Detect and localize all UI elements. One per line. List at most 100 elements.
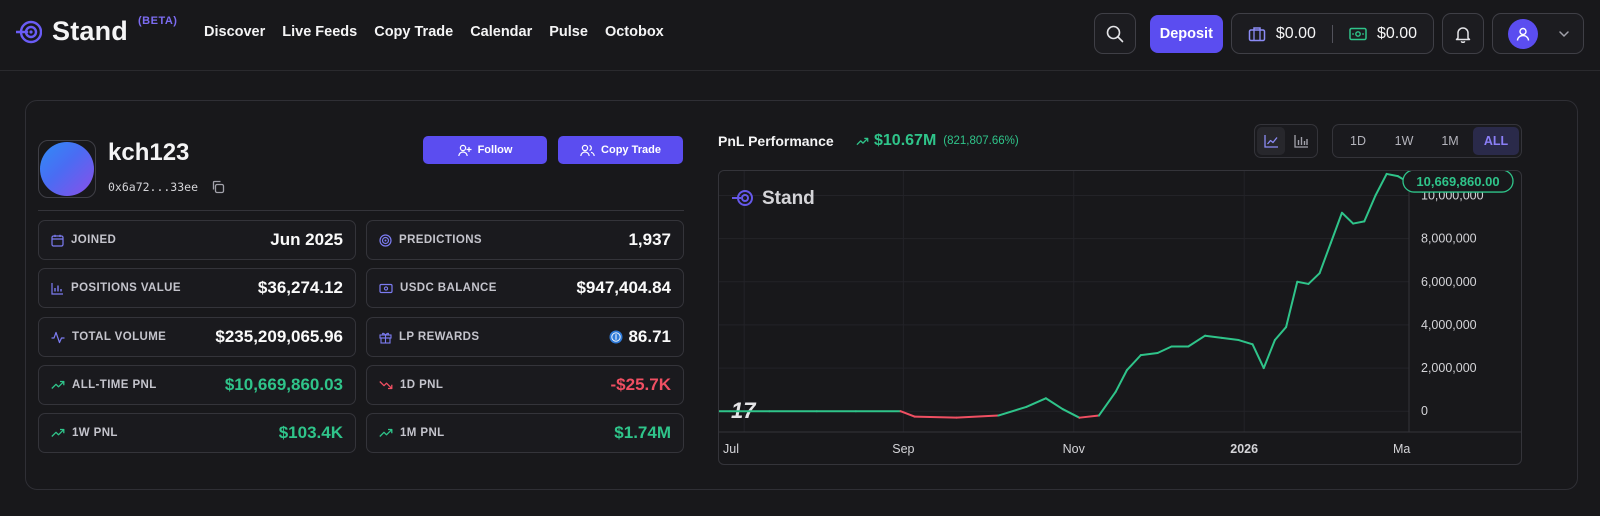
stat-lp-label: LP REWARDS [379,331,479,344]
pnl-series-line [1061,408,1081,419]
search-icon [1106,25,1124,42]
lp-rewards-value-wrap: 86.71 [609,327,671,347]
pnl-series-line [1237,339,1254,346]
pnl-chart[interactable]: 0 2,000,000 4,000,000 6,000,000 8,000,000 10,… [718,170,1522,465]
main-nav: Discover Live Feeds Copy Trade Calendar … [204,24,681,40]
top-navbar: Stand (BETA) Discover Live Feeds Copy Tr… [0,0,1600,71]
stat-predictions-label: PREDICTIONS [379,233,482,247]
pnl-series-line [1025,397,1047,408]
brand-logo[interactable]: Stand [16,16,128,47]
gift-icon [379,332,392,344]
usdc-coin-icon [609,330,623,344]
y-tick-label: 8,000,000 [1421,232,1477,246]
follow-label: Follow [477,144,513,156]
pnl-series-line [1262,339,1276,370]
pnl-series-line [1385,172,1399,178]
profile-card: kch123 0x6a72...33ee Follow Copy Trade J… [25,100,1578,490]
stat-alltime-label: ALL-TIME PNL [51,379,157,391]
balance-divider [1331,24,1333,43]
avatar-gradient [40,142,94,196]
volume-label-text: TOTAL VOLUME [72,331,167,343]
range-1w-button[interactable]: 1W [1394,134,1414,148]
account-menu-button[interactable] [1492,13,1584,54]
pnl-series-line [899,410,916,418]
line-chart-button[interactable] [1257,127,1285,155]
pnl-series-line [1114,369,1128,393]
pnl-series-line [1307,272,1321,285]
bell-icon [1455,26,1471,43]
pnl-series-line [1352,220,1366,225]
pnl-series-line [1363,194,1377,223]
nav-actions: Deposit $0.00 $0.00 [1093,13,1584,54]
pnl-summary: $10.67M (821,807.66%) [856,132,1019,150]
nav-octobox[interactable]: Octobox [604,24,664,40]
cash-icon [379,283,393,293]
joined-label-text: JOINED [71,234,117,246]
balances-widget[interactable]: $0.00 $0.00 [1230,13,1434,54]
usdc-label-text: USDC BALANCE [400,282,497,294]
x-tick-label: Jul [723,442,739,456]
pnl-series-line [1251,343,1265,370]
stat-all-time-pnl: ALL-TIME PNL $10,669,860.03 [38,365,356,405]
profile-username: kch123 [108,139,190,166]
copy-trade-button[interactable]: Copy Trade [558,136,683,164]
pnl-percent: (821,807.66%) [943,135,1019,147]
last-value-label: 10,669,860.00 [1416,174,1499,189]
nav-live-feeds[interactable]: Live Feeds [282,24,358,40]
pnl-series-line [1078,414,1100,419]
nav-discover[interactable]: Discover [204,24,266,40]
notifications-button[interactable] [1442,13,1484,54]
y-tick-label: 4,000,000 [1421,318,1477,332]
range-1m-button[interactable]: 1M [1441,134,1459,148]
pnl-1w-label-text: 1W PNL [72,427,118,439]
stat-1m-pnl: 1M PNL $1.74M [366,413,684,453]
portfolio-balance: $0.00 [1248,25,1316,43]
portfolio-balance-value: $0.00 [1275,24,1316,42]
follow-button[interactable]: Follow [423,136,547,164]
lp-label-text: LP REWARDS [399,331,480,343]
stat-predictions: PREDICTIONS 1,937 [366,220,684,260]
range-all-button[interactable]: ALL [1473,127,1519,155]
deposit-button[interactable]: Deposit [1149,14,1223,53]
trending-up-icon [51,380,65,389]
trending-up-icon [51,428,65,437]
pnl-1m-value: $1.74M [614,423,671,442]
activity-icon [51,331,65,343]
last-value-badge [1402,171,1514,193]
chart-type-toggle [1254,124,1318,158]
profile-avatar [38,140,96,198]
range-1d-button[interactable]: 1D [1350,134,1366,148]
pnl-series-line [997,405,1028,417]
stat-total-volume: TOTAL VOLUME $235,209,065.96 [38,317,356,357]
search-button[interactable] [1093,13,1136,54]
stat-joined: JOINED Jun 2025 [38,220,356,260]
cash-balance: $0.00 [1349,25,1417,43]
pnl-series-line [1340,211,1355,225]
pnl-series-line [1204,334,1223,339]
bar-chart-button[interactable] [1287,127,1315,155]
wallet-address: 0x6a72...33ee [108,180,199,194]
all-time-pnl-value: $10,669,860.03 [224,375,343,394]
x-tick-label: 2026 [1230,442,1258,456]
beta-badge: (BETA) [138,15,178,27]
nav-copy-trade[interactable]: Copy Trade [374,24,454,40]
stat-joined-label: JOINED [51,234,116,247]
pnl-series-line [1273,326,1288,342]
nav-calendar[interactable]: Calendar [470,24,533,40]
target-icon [379,233,392,247]
y-tick-label: 6,000,000 [1421,275,1477,289]
copy-icon[interactable] [211,180,225,194]
stat-usdc-label: USDC BALANCE [379,282,497,294]
time-range-toggle: 1D 1W 1M ALL [1332,124,1522,158]
predictions-label-text: PREDICTIONS [399,234,482,246]
pnl-series-line [1156,345,1173,354]
nav-pulse[interactable]: Pulse [549,24,588,40]
pnl-title: PnL Performance [718,133,834,149]
avatar [1508,18,1538,49]
cash-icon [1349,27,1367,40]
pnl-series-line [1318,241,1332,275]
stat-positions-value: POSITIONS VALUE $36,274.12 [38,268,356,308]
x-tick-label: Ma [1393,442,1410,456]
pnl-series-line [1187,334,1207,348]
pnl-series-line [1285,280,1299,329]
